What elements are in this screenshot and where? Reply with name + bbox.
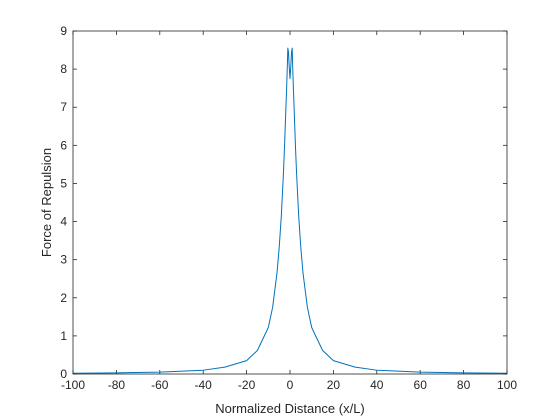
y-tick-label: 8 [60,62,67,76]
x-tick-label: 100 [497,378,517,392]
x-tick-label: -40 [195,378,213,392]
y-tick-label: 0 [60,367,67,381]
y-tick-label: 3 [60,253,67,267]
x-axis-label: Normalized Distance (x/L) [215,401,365,416]
y-tick-label: 4 [60,215,67,229]
x-tick-label: 80 [457,378,471,392]
y-axis-label: Force of Repulsion [39,148,54,257]
x-tick-label: 0 [287,378,294,392]
x-tick-label: -20 [238,378,256,392]
y-tick-label: 5 [60,176,67,190]
x-tick-label: 60 [414,378,428,392]
plot-area-frame [72,30,508,375]
series-line [72,47,508,374]
y-tick-label: 1 [60,329,67,343]
x-tick-label: 20 [327,378,341,392]
y-tick-label: 6 [60,138,67,152]
y-tick-label: 9 [60,24,67,38]
plot-area-background [73,31,507,374]
y-tick-label: 2 [60,291,67,305]
x-tick-label: -80 [108,378,126,392]
series-layer [72,47,508,374]
tick-labels: -100 -80 -60 -40 -20 0 20 40 60 80 100 0 1 2 3 4 5 6 7 8 9 [60,24,517,392]
x-tick-label: -100 [61,378,85,392]
x-tick-label: 40 [370,378,384,392]
y-tick-label: 7 [60,100,67,114]
x-tick-label: -60 [151,378,169,392]
